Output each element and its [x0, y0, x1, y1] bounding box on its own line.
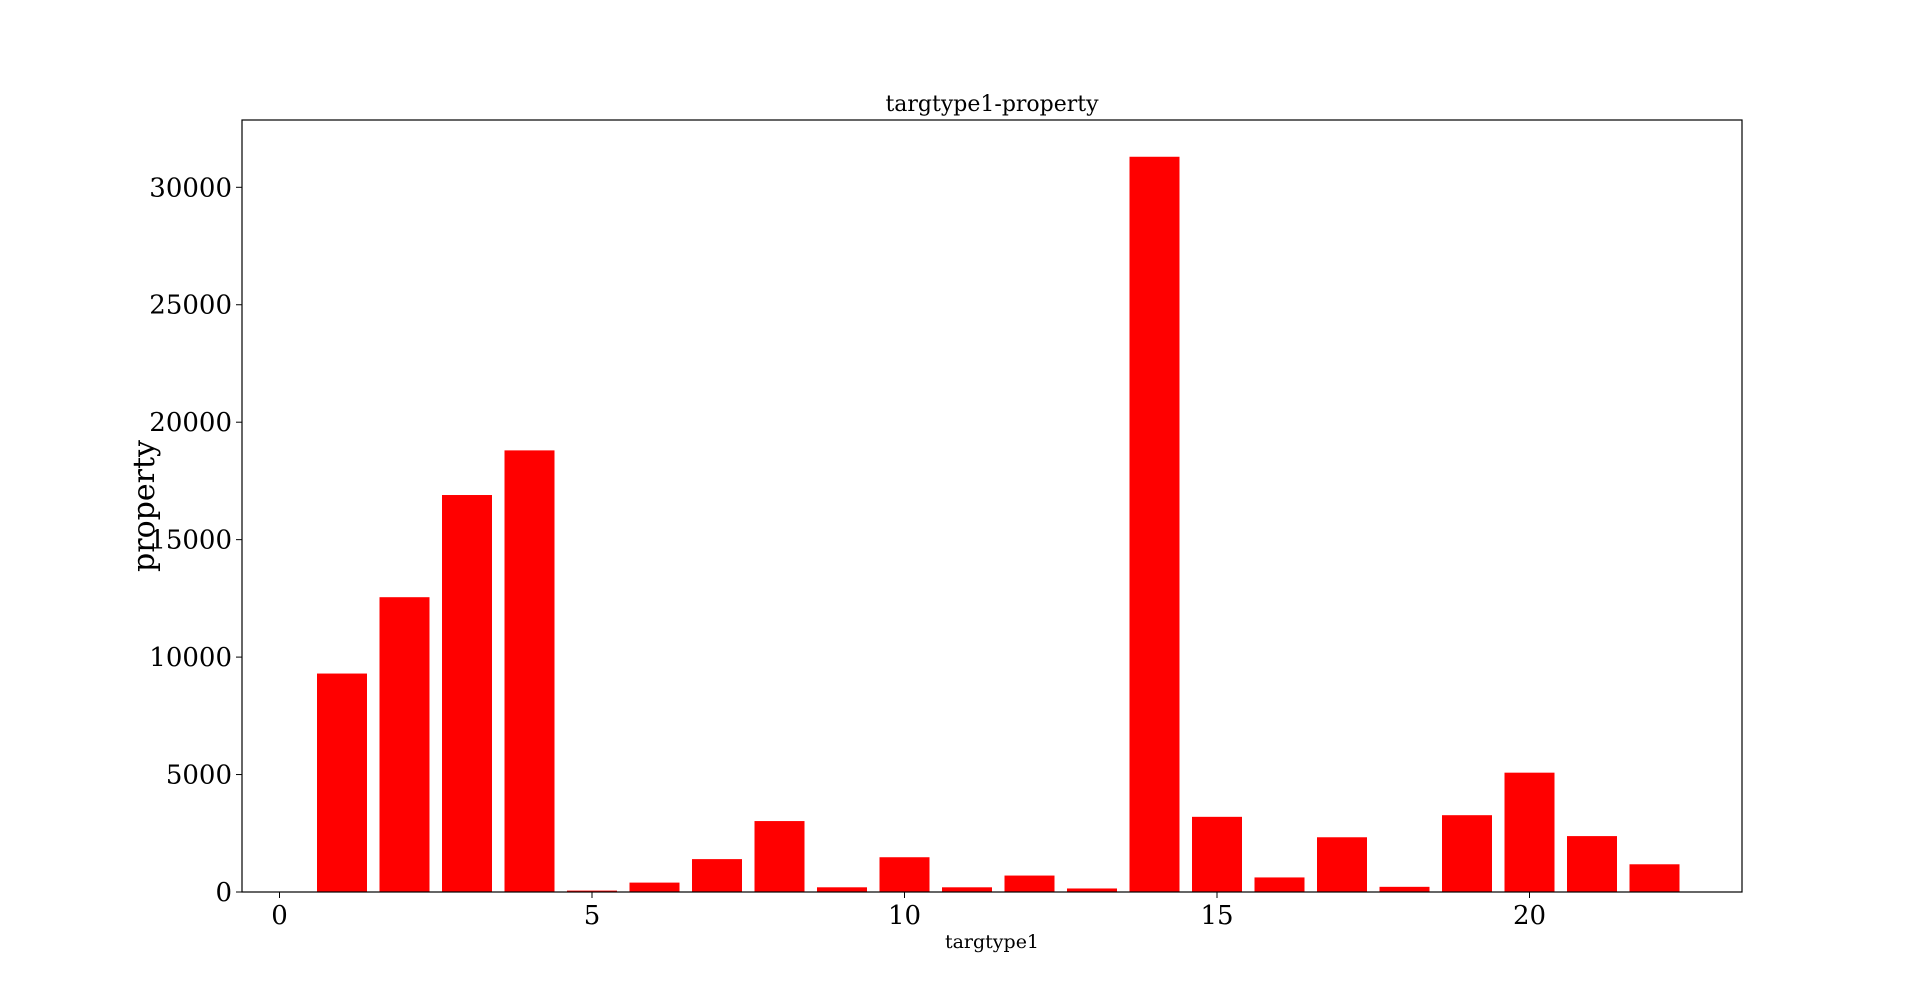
bar-5	[567, 890, 617, 892]
y-axis-label: property	[127, 440, 162, 572]
x-tick-label: 10	[888, 901, 921, 931]
bar-20	[1504, 772, 1555, 892]
x-axis-label: targtype1	[945, 931, 1039, 953]
bars-group	[317, 156, 1680, 892]
bar-4	[504, 450, 555, 892]
bar-15	[1192, 816, 1242, 892]
bar-3	[442, 495, 492, 892]
bar-11	[942, 887, 992, 892]
bar-22	[1629, 864, 1680, 892]
bar-17	[1317, 837, 1367, 892]
x-tick-label: 5	[584, 901, 601, 931]
bar-8	[754, 821, 805, 892]
bar-1	[317, 673, 367, 892]
chart-title: targtype1-property	[885, 92, 1099, 117]
bar-2	[379, 597, 430, 892]
bar-16	[1254, 877, 1305, 892]
x-axis-ticks: 0 5 10 15 20	[271, 892, 1546, 931]
bar-18	[1379, 886, 1430, 892]
x-tick-label: 15	[1200, 901, 1233, 931]
bar-10	[879, 857, 930, 892]
y-tick-label: 10000	[149, 643, 232, 673]
y-tick-label: 0	[215, 878, 232, 908]
bar-14	[1129, 156, 1180, 892]
bar-13	[1067, 888, 1117, 892]
y-tick-label: 25000	[149, 291, 232, 321]
y-tick-label: 30000	[149, 173, 232, 203]
bar-7	[692, 859, 742, 892]
bar-9	[817, 887, 867, 892]
bar-19	[1442, 815, 1492, 892]
plot-area-frame	[241, 119, 1743, 893]
y-tick-label: 5000	[166, 761, 232, 791]
y-tick-label: 20000	[149, 408, 232, 438]
x-tick-label: 0	[271, 901, 288, 931]
y-tick-label: 15000	[149, 526, 232, 556]
bar-6	[629, 882, 680, 892]
x-tick-label: 20	[1513, 901, 1546, 931]
bar-21	[1567, 836, 1617, 892]
y-axis-ticks: 0 5000 10000 15000 20000 25000 30000	[149, 173, 242, 908]
bar-12	[1004, 875, 1055, 892]
